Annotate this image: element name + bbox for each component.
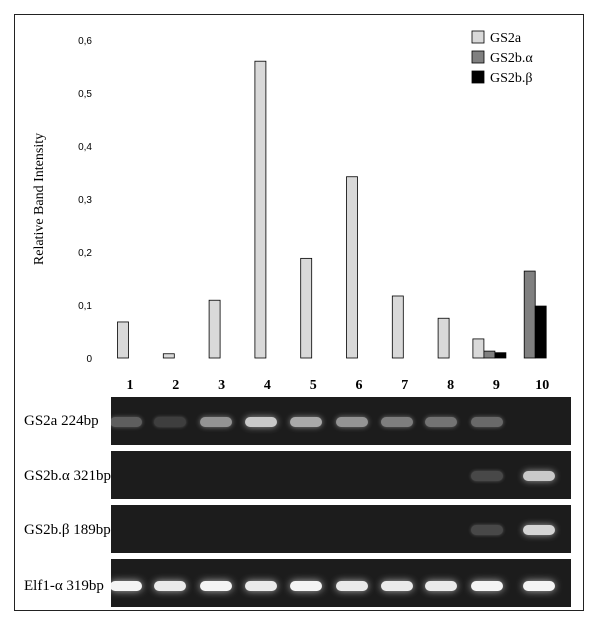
x-tick-label: 2 [172, 378, 179, 393]
bar [523, 270, 536, 359]
gel-band [471, 471, 503, 481]
y-tick-label: 0,6 [78, 36, 92, 47]
legend-label: GS2a [490, 31, 522, 46]
bar-chart: 0 0,1 0,2 0,3 0,4 0,5 0,6 Relative Band Intensi… [32, 30, 549, 393]
gel-band [290, 417, 322, 427]
y-tick-label: 0,4 [78, 142, 92, 153]
gel-band [154, 417, 186, 427]
gel-band [471, 525, 503, 535]
gel-band [381, 581, 413, 591]
gel-band [523, 471, 555, 481]
bar [300, 257, 313, 359]
gel-panel [111, 451, 571, 499]
bar [162, 353, 175, 359]
bar [534, 305, 547, 359]
x-tick-label: 6 [356, 378, 363, 393]
figure-frame [14, 14, 584, 611]
gel-band [111, 417, 142, 427]
y-tick-label: 0,1 [78, 301, 92, 312]
bar [494, 352, 507, 359]
y-tick-label: 0,2 [78, 248, 92, 259]
x-tick-label: 5 [310, 378, 317, 393]
gel-band [200, 417, 232, 427]
x-tick-label: 8 [447, 378, 454, 393]
legend-swatch [471, 30, 485, 44]
bar [346, 176, 358, 359]
x-tick-label: 7 [401, 378, 408, 393]
gel-band [200, 581, 232, 591]
gel-band [336, 417, 368, 427]
bar [391, 295, 404, 359]
y-tick-label: 0,3 [78, 195, 92, 206]
gel-row-label: GS2b.α 321bp [24, 468, 112, 484]
legend-swatch [471, 50, 485, 64]
y-tick-label: 0 [86, 354, 92, 365]
legend-label: GS2b.α [490, 51, 533, 66]
gel-band [523, 525, 555, 535]
x-tick-label: 1 [127, 378, 134, 393]
gel-band [471, 417, 503, 427]
gel-band [245, 417, 277, 427]
gel-band [111, 581, 142, 591]
gel-band [245, 581, 277, 591]
legend-label: GS2b.β [490, 71, 533, 86]
gel-panel [111, 559, 571, 607]
gel-band [425, 417, 457, 427]
y-axis-label: Relative Band Intensity [32, 133, 47, 265]
gel-panel [111, 505, 571, 553]
bar [254, 60, 267, 359]
bar [472, 338, 485, 359]
bar [437, 317, 450, 359]
y-tick-label: 0,5 [78, 89, 92, 100]
gel-band [425, 581, 457, 591]
gel-band [336, 581, 368, 591]
gel-band [154, 581, 186, 591]
gel-panel [111, 397, 571, 445]
bar [117, 321, 129, 359]
gel-row-label: GS2b.β 189bp [24, 522, 111, 538]
bar [483, 350, 496, 359]
gel-band [471, 581, 503, 591]
gel-row-label: Elf1-α 319bp [24, 578, 104, 594]
gel-band [290, 581, 322, 591]
gel-band [523, 581, 555, 591]
x-tick-label: 3 [218, 378, 225, 393]
x-tick-label: 4 [264, 378, 271, 393]
gel-band [381, 417, 413, 427]
gel-row-label: GS2a 224bp [24, 413, 99, 429]
x-tick-label: 10 [535, 378, 549, 393]
bar [208, 299, 221, 359]
legend-swatch [471, 70, 485, 84]
x-tick-label: 9 [493, 378, 500, 393]
